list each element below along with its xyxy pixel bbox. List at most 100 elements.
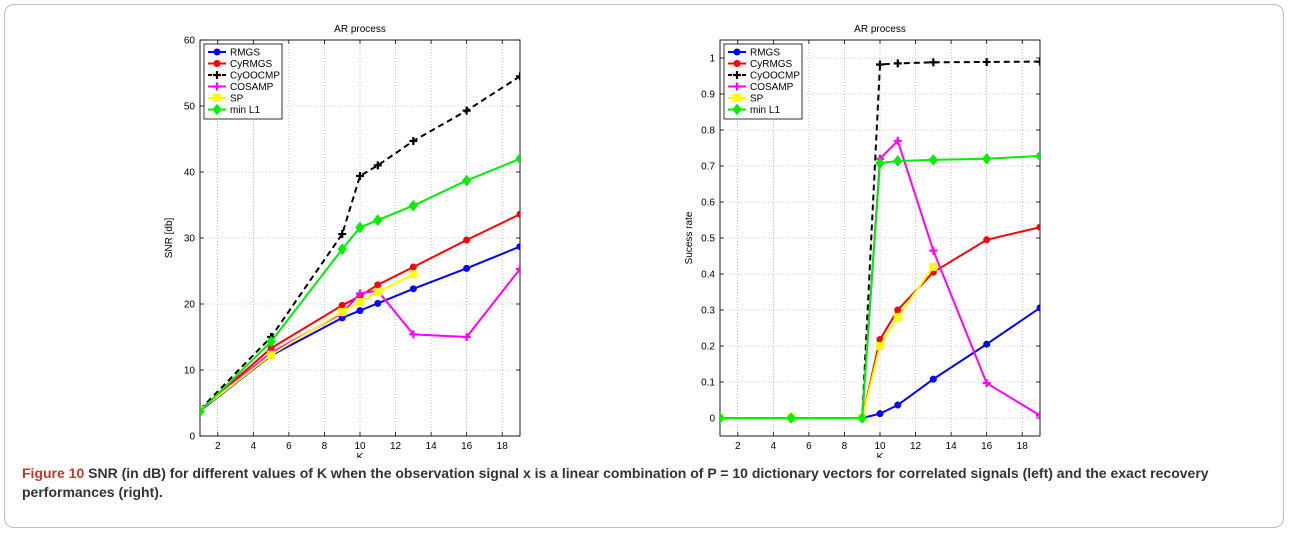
x-tick-label: 2 xyxy=(215,441,221,452)
data-point xyxy=(929,262,938,271)
y-tick-label: 0.1 xyxy=(701,378,715,389)
data-point xyxy=(1036,223,1040,231)
legend-marker xyxy=(213,82,221,91)
data-point xyxy=(982,57,991,66)
data-point xyxy=(463,236,471,244)
series-min-l1 xyxy=(720,150,1040,424)
series-line xyxy=(200,273,414,412)
data-point xyxy=(982,152,992,165)
data-point xyxy=(516,243,520,251)
data-point xyxy=(893,313,902,322)
series-line xyxy=(200,245,520,412)
data-point xyxy=(857,412,867,424)
data-point xyxy=(516,210,520,218)
data-point xyxy=(875,157,885,169)
y-tick-label: 0.6 xyxy=(701,198,715,209)
data-point xyxy=(408,199,418,212)
y-tick-label: 60 xyxy=(184,36,196,47)
figure-caption: Figure 10 SNR (in dB) for different valu… xyxy=(22,464,1262,502)
legend-marker xyxy=(213,60,221,67)
legend-label: min L1 xyxy=(750,105,780,116)
data-point xyxy=(894,306,902,314)
data-point xyxy=(356,298,364,307)
data-point xyxy=(462,174,472,187)
data-point xyxy=(893,59,902,68)
data-point xyxy=(894,401,902,409)
legend-label: COSAMP xyxy=(750,82,794,93)
data-point xyxy=(720,412,725,424)
data-point xyxy=(463,264,471,272)
y-tick-label: 0.2 xyxy=(701,342,715,353)
y-tick-label: 0.8 xyxy=(701,126,715,137)
data-point xyxy=(338,307,347,316)
legend-marker xyxy=(733,48,741,56)
legend-marker xyxy=(213,48,221,56)
data-point xyxy=(1036,304,1040,312)
data-point xyxy=(267,350,276,359)
figure-frame xyxy=(4,4,1284,528)
y-tick-label: 0.5 xyxy=(701,234,715,245)
series-line xyxy=(200,75,520,411)
data-point xyxy=(1035,150,1040,162)
legend-label: CyRMGS xyxy=(750,59,793,70)
legend-marker xyxy=(213,94,221,102)
data-point xyxy=(893,155,903,167)
legend-label: CyOOCMP xyxy=(230,71,280,82)
data-point xyxy=(893,136,902,145)
x-tick-label: 4 xyxy=(771,441,777,452)
data-point xyxy=(409,136,418,145)
legend-marker xyxy=(733,71,741,79)
data-point xyxy=(515,152,520,165)
x-tick-label: 8 xyxy=(322,441,328,452)
x-axis-label: K xyxy=(357,452,364,458)
data-point xyxy=(876,410,884,418)
series-line xyxy=(200,157,520,413)
caption-text: SNR (in dB) for different values of K wh… xyxy=(22,465,1209,500)
chart-title: AR process xyxy=(854,24,906,35)
data-point xyxy=(929,58,938,67)
x-tick-label: 14 xyxy=(426,441,438,452)
data-point xyxy=(409,285,417,293)
data-point xyxy=(983,236,991,244)
series-group xyxy=(720,57,1040,424)
data-point xyxy=(876,60,884,69)
legend-label: CyRMGS xyxy=(230,59,273,70)
x-tick-label: 14 xyxy=(946,441,958,452)
legend-marker xyxy=(213,71,221,79)
data-point xyxy=(876,342,884,350)
legend-label: RMGS xyxy=(230,48,260,59)
data-point xyxy=(373,288,382,297)
data-point xyxy=(373,214,383,226)
y-tick-label: 0 xyxy=(709,414,715,425)
axes-box xyxy=(719,39,1041,437)
legend-label: SP xyxy=(230,94,244,105)
y-tick-label: 0.9 xyxy=(701,90,715,101)
legend-label: COSAMP xyxy=(230,82,274,93)
data-point xyxy=(1036,57,1040,66)
x-axis-label: K xyxy=(877,452,884,458)
data-point xyxy=(338,301,346,309)
y-tick-label: 0.4 xyxy=(701,270,715,281)
legend-marker xyxy=(733,94,741,102)
y-tick-label: 30 xyxy=(184,234,196,245)
legend-label: RMGS xyxy=(750,48,780,59)
data-point xyxy=(982,379,991,388)
x-tick-label: 18 xyxy=(1017,441,1029,452)
y-axis-label: Sucess rate xyxy=(684,211,695,264)
x-tick-label: 6 xyxy=(286,441,292,452)
snr-chart: 2 4 6 8 10 12 14 16 18 0 10 20 30 40 50 60 AR process K SN… xyxy=(164,24,521,458)
legend-marker xyxy=(733,60,741,67)
y-axis-label: SNR [db] xyxy=(164,217,175,258)
x-tick-label: 2 xyxy=(735,441,741,452)
legend-marker xyxy=(733,82,741,91)
data-point xyxy=(929,246,938,255)
data-point xyxy=(266,335,276,348)
series-line xyxy=(200,213,520,412)
data-point xyxy=(338,230,347,239)
y-tick-label: 1 xyxy=(709,54,715,65)
x-tick-label: 4 xyxy=(251,441,257,452)
data-point xyxy=(516,72,520,81)
data-point xyxy=(409,263,417,271)
